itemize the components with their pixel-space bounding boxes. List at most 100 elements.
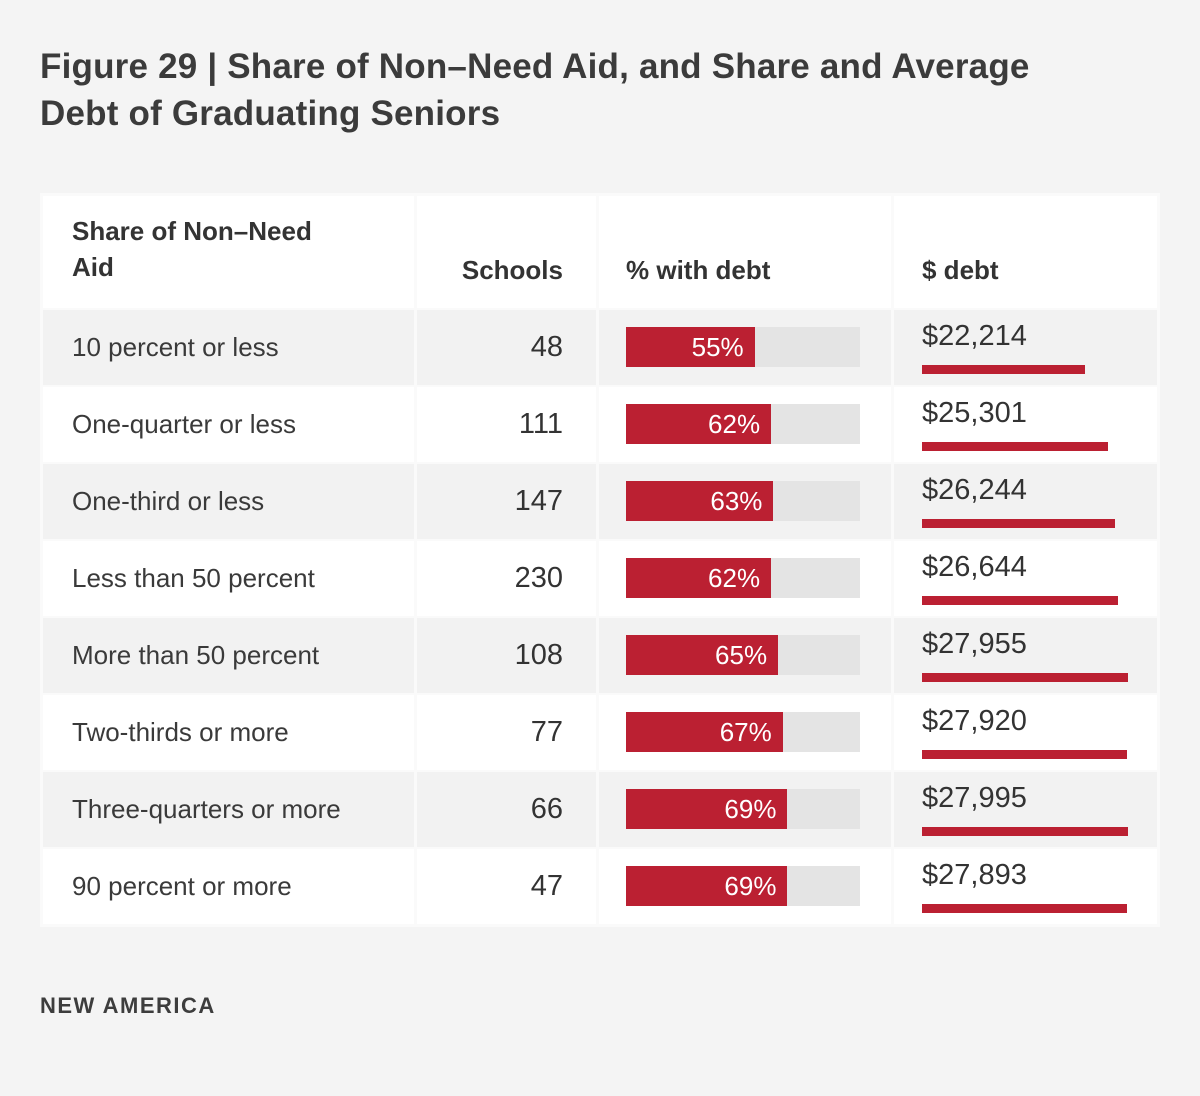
pct-bar-label: 65% bbox=[715, 639, 768, 670]
aid-share-cell: Three-quarters or more bbox=[43, 771, 414, 847]
pct-with-debt-cell: 62% bbox=[599, 386, 891, 462]
debt-bar bbox=[922, 903, 1127, 913]
pct-bar-fill: 63% bbox=[626, 481, 774, 522]
table-body: 10 percent or less 48 55% $22,214 One-qu… bbox=[43, 309, 1157, 924]
debt-cell: $27,995 bbox=[894, 771, 1157, 847]
schools-count: 77 bbox=[530, 715, 563, 748]
pct-bar-fill: 65% bbox=[626, 635, 779, 676]
schools-cell: 108 bbox=[417, 617, 596, 693]
table-row: Three-quarters or more 66 69% $27,995 bbox=[43, 771, 1157, 847]
table-row: 90 percent or more 47 69% $27,893 bbox=[43, 848, 1157, 924]
schools-count: 47 bbox=[530, 869, 563, 902]
schools-cell: 147 bbox=[417, 463, 596, 539]
pct-bar-label: 69% bbox=[724, 793, 777, 824]
aid-share-label: One-quarter or less bbox=[72, 408, 296, 439]
column-header-label: Schools bbox=[461, 254, 563, 285]
aid-share-label: 90 percent or more bbox=[72, 870, 292, 901]
pct-bar-track: 69% bbox=[626, 789, 860, 830]
debt-cell: $27,920 bbox=[894, 694, 1157, 770]
pct-with-debt-cell: 65% bbox=[599, 617, 891, 693]
aid-share-cell: 90 percent or more bbox=[43, 848, 414, 924]
column-header-label: % with debt bbox=[626, 254, 771, 285]
schools-count: 48 bbox=[530, 330, 563, 363]
aid-share-label: One-third or less bbox=[72, 485, 265, 516]
debt-amount: $27,955 bbox=[922, 627, 1027, 660]
aid-share-cell: Less than 50 percent bbox=[43, 540, 414, 616]
newamerica-logo: NEW AMERICA bbox=[40, 992, 216, 1018]
pct-bar-label: 69% bbox=[724, 870, 777, 901]
debt-bar bbox=[922, 364, 1085, 374]
pct-bar-track: 65% bbox=[626, 635, 860, 676]
pct-bar-fill: 67% bbox=[626, 712, 783, 753]
aid-share-label: More than 50 percent bbox=[72, 639, 320, 670]
schools-count: 108 bbox=[514, 638, 563, 671]
debt-bar bbox=[922, 595, 1118, 605]
debt-cell: $26,644 bbox=[894, 540, 1157, 616]
aid-share-cell: More than 50 percent bbox=[43, 617, 414, 693]
aid-share-label: Less than 50 percent bbox=[72, 562, 315, 593]
pct-bar-track: 67% bbox=[626, 712, 860, 753]
debt-amount: $27,995 bbox=[922, 781, 1027, 814]
pct-bar-track: 62% bbox=[626, 558, 860, 599]
debt-amount: $27,920 bbox=[922, 704, 1027, 737]
pct-bar-label: 67% bbox=[719, 716, 772, 747]
aid-share-cell: 10 percent or less bbox=[43, 309, 414, 385]
debt-cell: $25,301 bbox=[894, 386, 1157, 462]
table-row: One-third or less 147 63% $26,244 bbox=[43, 463, 1157, 539]
debt-amount: $27,893 bbox=[922, 858, 1027, 891]
pct-bar-label: 55% bbox=[691, 331, 744, 362]
pct-with-debt-cell: 69% bbox=[599, 771, 891, 847]
schools-cell: 48 bbox=[417, 309, 596, 385]
debt-amount: $26,644 bbox=[922, 550, 1027, 583]
pct-bar-track: 69% bbox=[626, 866, 860, 907]
schools-count: 66 bbox=[530, 792, 563, 825]
column-header-dollar-debt: $ debt bbox=[894, 195, 1157, 308]
pct-with-debt-cell: 67% bbox=[599, 694, 891, 770]
pct-bar-track: 63% bbox=[626, 481, 860, 522]
table-row: Less than 50 percent 230 62% $26,644 bbox=[43, 540, 1157, 616]
pct-with-debt-cell: 55% bbox=[599, 309, 891, 385]
pct-with-debt-cell: 62% bbox=[599, 540, 891, 616]
column-header-pct-with-debt: % with debt bbox=[599, 195, 891, 308]
debt-cell: $22,214 bbox=[894, 309, 1157, 385]
debt-amount: $25,301 bbox=[922, 396, 1027, 429]
aid-share-label: Two-thirds or more bbox=[72, 716, 289, 747]
column-header-schools: Schools bbox=[417, 195, 596, 308]
column-header-label: $ debt bbox=[922, 254, 999, 285]
pct-bar-track: 62% bbox=[626, 404, 860, 445]
debt-cell: $26,244 bbox=[894, 463, 1157, 539]
debt-bar bbox=[922, 441, 1108, 451]
schools-count: 230 bbox=[514, 561, 563, 594]
table-row: 10 percent or less 48 55% $22,214 bbox=[43, 309, 1157, 385]
pct-bar-label: 63% bbox=[710, 485, 763, 516]
pct-bar-label: 62% bbox=[708, 562, 761, 593]
table-row: Two-thirds or more 77 67% $27,920 bbox=[43, 694, 1157, 770]
pct-bar-fill: 55% bbox=[626, 327, 755, 368]
schools-cell: 66 bbox=[417, 771, 596, 847]
aid-share-cell: Two-thirds or more bbox=[43, 694, 414, 770]
schools-count: 147 bbox=[514, 484, 563, 517]
schools-cell: 47 bbox=[417, 848, 596, 924]
pct-bar-fill: 69% bbox=[626, 789, 788, 830]
pct-with-debt-cell: 69% bbox=[599, 848, 891, 924]
pct-with-debt-cell: 63% bbox=[599, 463, 891, 539]
aid-share-label: 10 percent or less bbox=[72, 331, 279, 362]
schools-count: 111 bbox=[518, 407, 563, 440]
debt-cell: $27,955 bbox=[894, 617, 1157, 693]
debt-bar bbox=[922, 749, 1127, 759]
debt-bar bbox=[922, 826, 1128, 836]
debt-bar bbox=[922, 518, 1115, 528]
schools-cell: 77 bbox=[417, 694, 596, 770]
pct-bar-label: 62% bbox=[708, 408, 761, 439]
debt-bar bbox=[922, 672, 1128, 682]
column-header-label: Share of Non–Need Aid bbox=[72, 216, 312, 283]
aid-share-cell: One-third or less bbox=[43, 463, 414, 539]
figure-title: Figure 29 | Share of Non–Need Aid, and S… bbox=[40, 47, 1030, 133]
pct-bar-fill: 62% bbox=[626, 404, 772, 445]
column-header-aid-share: Share of Non–Need Aid bbox=[43, 195, 414, 308]
table-header-row: Share of Non–Need Aid Schools % with deb… bbox=[43, 195, 1157, 308]
debt-amount: $22,214 bbox=[922, 319, 1027, 352]
debt-amount: $26,244 bbox=[922, 473, 1027, 506]
schools-cell: 111 bbox=[417, 386, 596, 462]
